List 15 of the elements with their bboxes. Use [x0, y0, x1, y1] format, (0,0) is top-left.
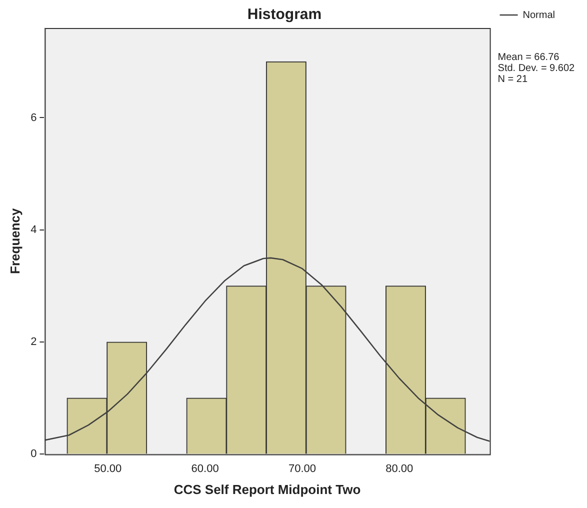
- x-tick-label: 60.00: [191, 462, 219, 475]
- x-tick-label: 80.00: [386, 462, 414, 475]
- text: Mean = 66.76: [498, 52, 560, 63]
- x-tick-label: 50.00: [94, 462, 122, 475]
- y-axis-title: Frequency: [7, 207, 22, 274]
- legend-label: Normal: [522, 10, 556, 21]
- y-tick-label: 4: [30, 224, 37, 236]
- y-tick-label: 2: [30, 336, 37, 348]
- chart-title: Histogram: [247, 6, 322, 24]
- text: N = 21: [498, 74, 528, 85]
- text: Std. Dev. = 9.602: [498, 62, 576, 74]
- x-axis-title: CCS Self Report Midpoint Two: [174, 482, 361, 497]
- y-tick-label: 6: [30, 112, 37, 124]
- x-tick-label: 70.00: [288, 462, 316, 475]
- y-tick-label: 0: [30, 448, 37, 460]
